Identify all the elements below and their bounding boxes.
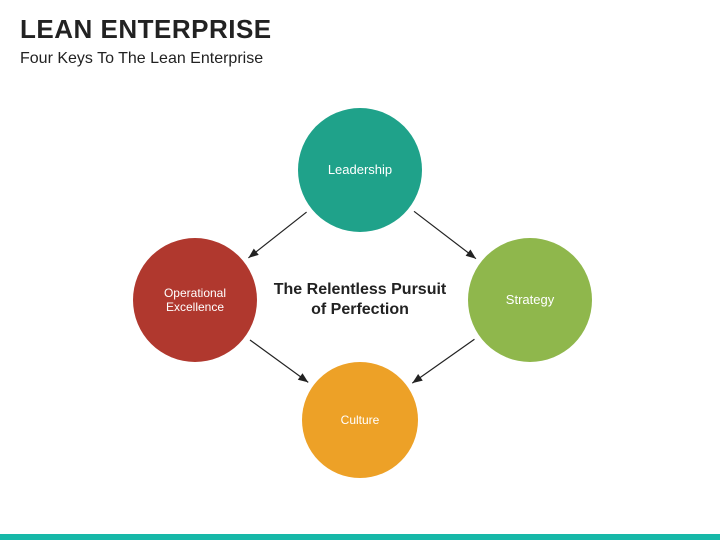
node-culture: Culture: [302, 362, 418, 478]
node-operational-excellence: OperationalExcellence: [133, 238, 257, 362]
slide-title: LEAN ENTERPRISE: [20, 14, 272, 45]
accent-bar: [0, 534, 720, 540]
center-caption-line1: The Relentless Pursuit: [274, 281, 447, 298]
node-leadership: Leadership: [298, 108, 422, 232]
slide-subtitle: Four Keys To The Lean Enterprise: [20, 50, 263, 68]
node-strategy: Strategy: [468, 238, 592, 362]
slide: LEAN ENTERPRISE Four Keys To The Lean En…: [0, 0, 720, 540]
center-caption: The Relentless Pursuit of Perfection: [260, 280, 460, 320]
center-caption-line2: of Perfection: [311, 301, 409, 318]
